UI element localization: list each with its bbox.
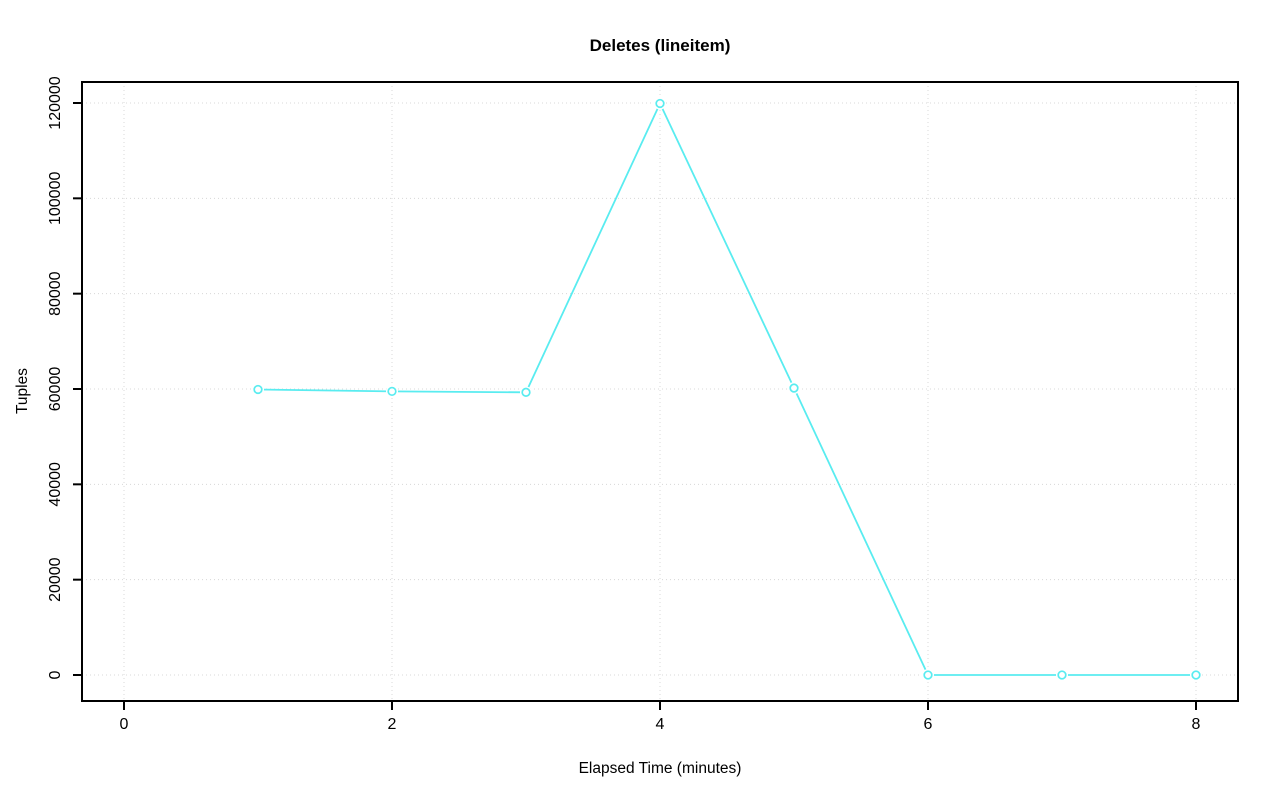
x-axis-title: Elapsed Time (minutes) — [579, 760, 742, 777]
y-tick-label: 100000 — [47, 172, 64, 225]
chart-title: Deletes (lineitem) — [590, 36, 731, 55]
y-tick-label: 80000 — [47, 271, 64, 316]
y-tick-label: 120000 — [47, 76, 64, 129]
tick-layer: 0 2 4 6 8 0 20000 40000 60000 80000 100000 120000 — [47, 76, 1201, 733]
data-point-marker — [789, 383, 799, 393]
y-tick-label: 0 — [47, 670, 64, 679]
x-tick-label: 8 — [1192, 716, 1201, 733]
x-tick-label: 2 — [388, 716, 397, 733]
data-point-marker — [655, 98, 665, 109]
x-tick-label: 6 — [924, 716, 933, 733]
series-line-deletes-lineitem — [257, 102, 1196, 676]
series-layer — [252, 97, 1202, 681]
y-tick-label: 40000 — [47, 462, 64, 507]
data-point-marker — [923, 670, 933, 680]
y-tick-label: 20000 — [47, 557, 64, 602]
x-tick-label: 4 — [656, 716, 665, 733]
data-point-marker — [253, 384, 263, 395]
y-tick-label: 60000 — [47, 367, 64, 412]
data-point-marker — [1057, 670, 1067, 680]
y-axis-title: Tuples — [14, 368, 31, 414]
data-point-marker — [387, 386, 397, 397]
data-point-marker — [1191, 670, 1201, 680]
x-tick-label: 0 — [120, 716, 129, 733]
data-point-marker — [521, 387, 531, 397]
